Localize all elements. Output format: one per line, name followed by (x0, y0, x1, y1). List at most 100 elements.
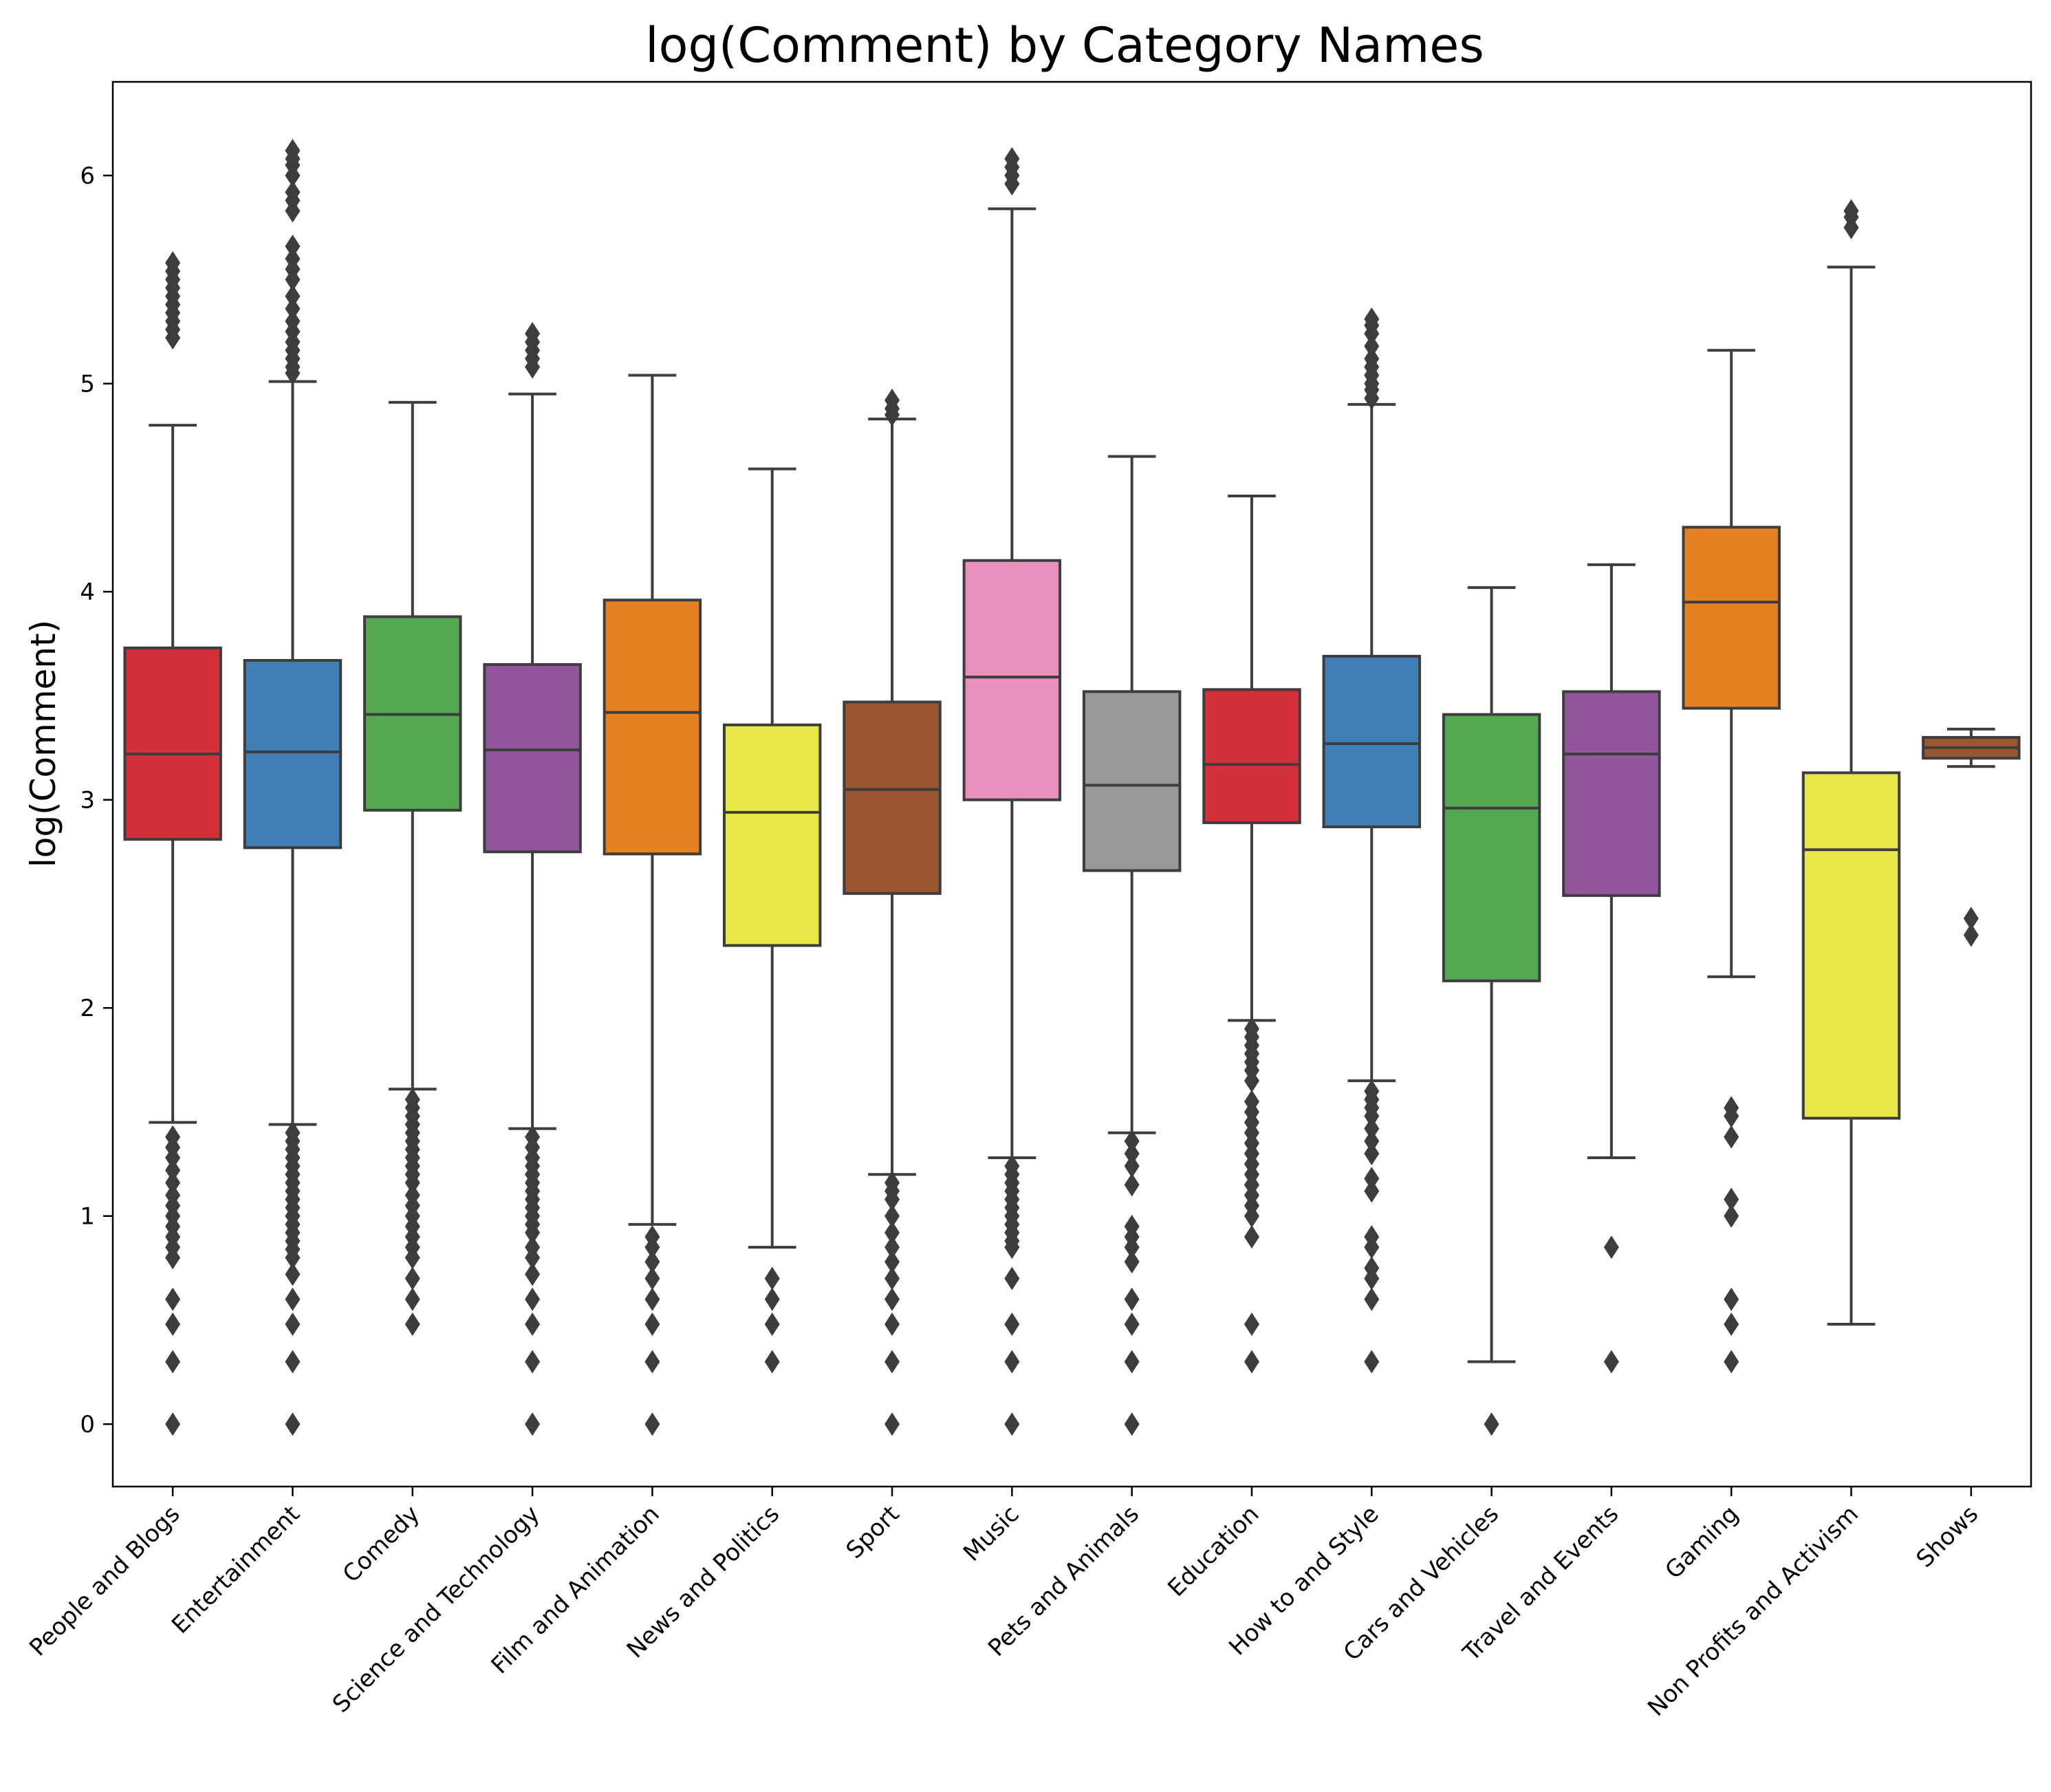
box-body (1202, 688, 1301, 824)
y-tick-label: 4 (80, 579, 95, 606)
y-tick-label: 2 (80, 995, 95, 1022)
x-tick-label: Entertainment (166, 1500, 305, 1639)
x-tick-label: Science and Technology (327, 1500, 545, 1718)
outlier-point (885, 1266, 900, 1291)
outlier-point (1244, 1350, 1259, 1374)
outlier-point (285, 247, 301, 271)
outlier-point (885, 1250, 900, 1274)
outlier-point (764, 1287, 780, 1311)
outlier-point (1724, 1104, 1739, 1128)
y-axis-label: log(Comment) (23, 620, 63, 867)
outlier-point (285, 1287, 301, 1311)
outlier-point (1244, 1204, 1259, 1228)
outlier-point (885, 1287, 900, 1311)
outlier-point (1244, 1313, 1259, 1337)
outlier-point (885, 1412, 900, 1436)
outlier-point (1724, 1350, 1739, 1374)
outlier-point (404, 1266, 420, 1291)
outlier-point (1364, 1167, 1380, 1191)
y-tick-label: 6 (80, 162, 95, 190)
outlier-point (165, 1171, 181, 1195)
y-tick-label: 3 (80, 787, 95, 814)
box-body (483, 663, 582, 854)
outlier-point (885, 1313, 900, 1337)
outlier-point (644, 1266, 660, 1291)
outlier-point (1843, 199, 1859, 223)
box-12 (1442, 586, 1541, 1436)
outlier-point (165, 1287, 181, 1311)
box-body (603, 598, 702, 856)
outlier-point (1124, 1235, 1140, 1260)
box-body (1562, 690, 1661, 897)
chart-title: log(Comment) by Category Names (645, 17, 1484, 74)
x-tick-label: People and Blogs (24, 1500, 185, 1661)
outlier-point (1364, 1129, 1380, 1153)
outlier-point (165, 1350, 181, 1374)
outlier-point (644, 1350, 660, 1374)
x-tick-label: Comedy (338, 1500, 425, 1588)
outlier-point (1004, 147, 1020, 171)
outlier-point (644, 1235, 660, 1260)
outlier-point (1364, 347, 1380, 371)
outlier-point (165, 1158, 181, 1183)
outlier-point (764, 1266, 780, 1291)
outlier-point (1724, 1287, 1739, 1311)
outlier-point (1364, 1116, 1380, 1141)
outlier-point (764, 1313, 780, 1337)
outlier-point (1244, 1224, 1259, 1249)
outlier-point (1124, 1141, 1140, 1165)
outlier-point (285, 234, 301, 258)
box-body (962, 559, 1062, 801)
plot-frame (111, 80, 2032, 1488)
outlier-point (165, 1313, 181, 1337)
outlier-point (1364, 1287, 1380, 1311)
box-body (1322, 654, 1422, 829)
box-15 (1801, 199, 1901, 1326)
outlier-point (644, 1313, 660, 1337)
outlier-point (1124, 1412, 1140, 1436)
outlier-point (285, 1246, 301, 1270)
y-tick-label: 1 (80, 1203, 95, 1231)
box-3 (363, 400, 462, 1337)
box-2 (243, 138, 343, 1436)
outlier-point (525, 1246, 541, 1270)
box-body (1082, 690, 1182, 872)
outlier-point (1004, 1313, 1020, 1337)
outlier-point (1963, 907, 1979, 931)
outlier-point (1364, 1141, 1380, 1165)
outlier-point (404, 1246, 420, 1270)
outlier-point (285, 309, 301, 333)
y-tick-label: 0 (80, 1411, 95, 1438)
outlier-point (525, 1220, 541, 1244)
outlier-point (1364, 1179, 1380, 1203)
outlier-point (764, 1350, 780, 1374)
box-body (1442, 713, 1541, 982)
outlier-point (525, 1313, 541, 1337)
outlier-point (1124, 1129, 1140, 1153)
outlier-point (525, 322, 541, 346)
outlier-point (885, 1350, 900, 1374)
outlier-point (1364, 1350, 1380, 1374)
box-10 (1202, 495, 1301, 1374)
box-body (123, 646, 222, 841)
outlier-point (285, 1350, 301, 1374)
outlier-point (1484, 1412, 1499, 1436)
outlier-point (644, 1287, 660, 1311)
outlier-point (1963, 923, 1979, 947)
outlier-point (1724, 1204, 1739, 1228)
x-tick-label: Music (958, 1500, 1025, 1567)
outlier-point (1364, 334, 1380, 358)
outlier-point (285, 1262, 301, 1286)
outlier-point (885, 1220, 900, 1244)
outlier-point (1124, 1250, 1140, 1274)
outlier-point (525, 1287, 541, 1311)
outlier-point (165, 1412, 181, 1436)
box-1 (123, 251, 222, 1436)
outlier-point (1004, 1412, 1020, 1436)
box-body (243, 659, 343, 850)
outlier-point (1364, 1235, 1380, 1260)
box-5 (603, 374, 702, 1436)
outlier-point (885, 1187, 900, 1211)
